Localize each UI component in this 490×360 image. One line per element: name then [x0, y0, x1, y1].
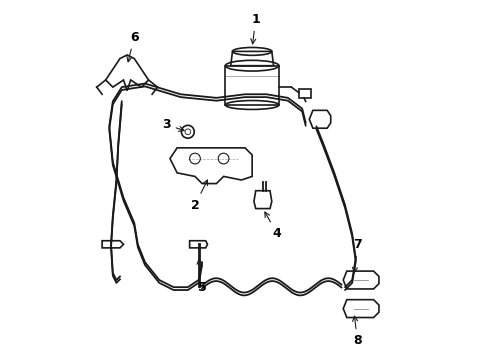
Text: 2: 2: [191, 180, 207, 212]
Text: 8: 8: [353, 316, 362, 347]
Text: 3: 3: [162, 118, 184, 131]
Text: 5: 5: [197, 259, 206, 294]
Text: 1: 1: [251, 13, 260, 44]
Text: 4: 4: [265, 212, 282, 240]
Text: 6: 6: [127, 31, 139, 62]
Text: 7: 7: [352, 238, 362, 273]
